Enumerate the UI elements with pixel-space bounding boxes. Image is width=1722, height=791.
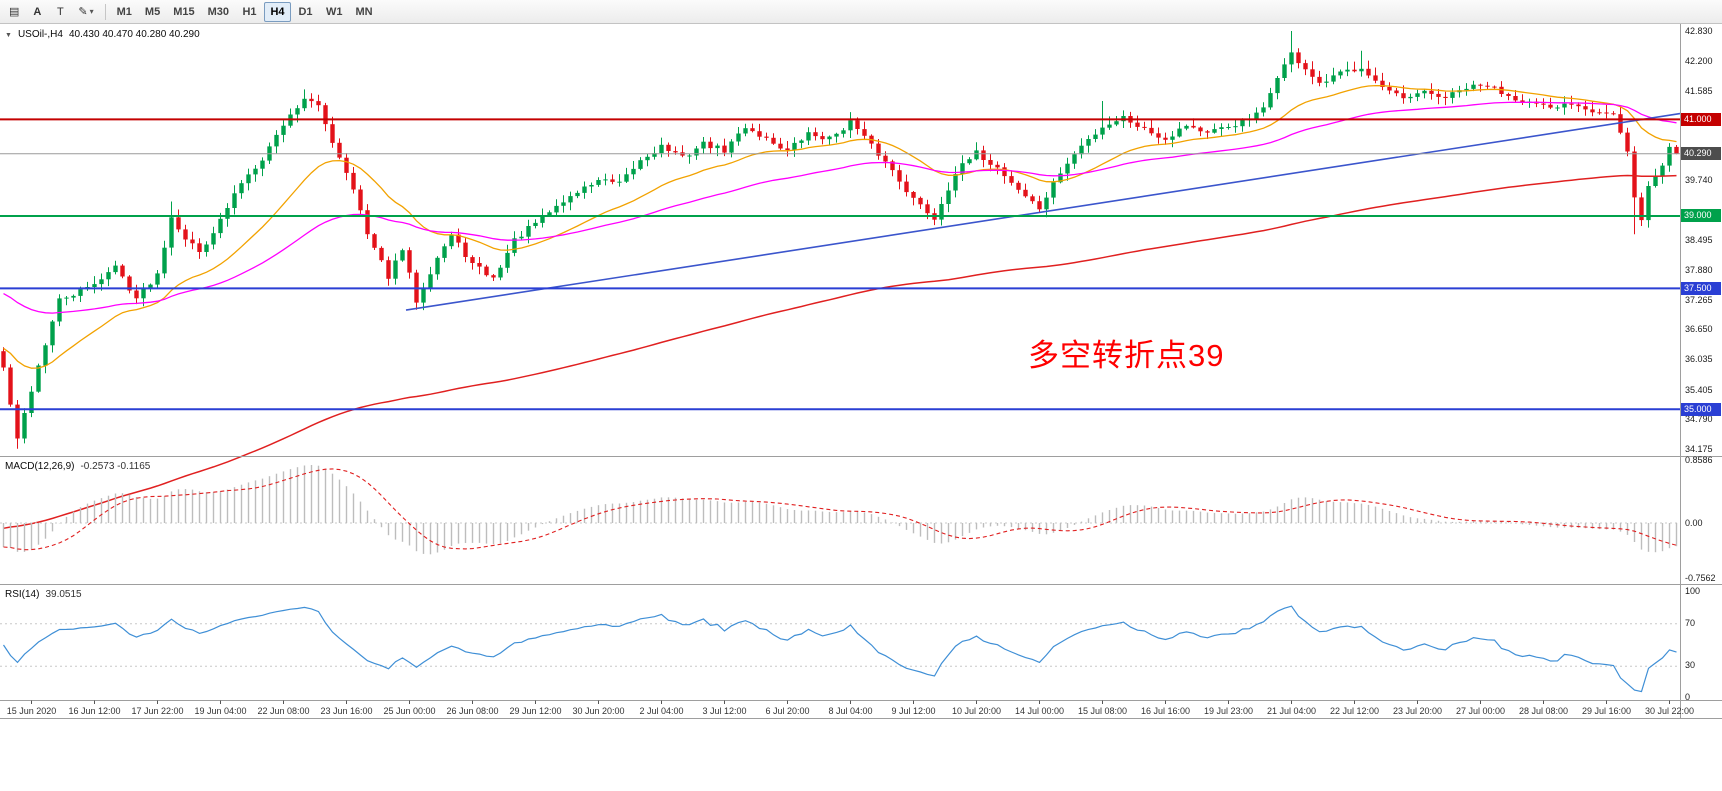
ma-line-fast[interactable] <box>3 84 1677 369</box>
timeframe-button-h1[interactable]: H1 <box>236 2 263 22</box>
text-tool-button[interactable]: T <box>49 2 71 22</box>
palette-button[interactable]: ✎ ▾ <box>72 2 99 22</box>
time-axis-label: 28 Jul 08:00 <box>1518 706 1569 716</box>
timeframe-button-mn[interactable]: MN <box>350 2 379 22</box>
time-axis-label: 22 Jul 12:00 <box>1329 706 1380 716</box>
timeframe-button-m30[interactable]: M30 <box>202 2 235 22</box>
time-axis-label: 6 Jul 20:00 <box>765 706 810 716</box>
time-axis-label: 29 Jun 12:00 <box>509 706 562 716</box>
price-tick-label: 34.790 <box>1685 414 1713 425</box>
time-axis-label: 21 Jul 04:00 <box>1266 706 1317 716</box>
price-tick-label: 42.830 <box>1685 26 1713 36</box>
rsi-scale-label: 70 <box>1685 617 1696 628</box>
time-axis-label: 23 Jun 16:00 <box>320 706 373 716</box>
time-axis-label: 3 Jul 12:00 <box>702 706 747 716</box>
rsi-scale-label: 100 <box>1685 586 1701 596</box>
price-scale[interactable]: 42.830 42.200 41.585 39.740 38.495 37.880 37.2… <box>1680 0 1722 720</box>
timeframe-button-m1[interactable]: M1 <box>111 2 138 22</box>
price-panel-header: ▼ USOil-,H4 40.430 40.470 40.280 40.290 <box>5 29 200 40</box>
time-axis-label: 30 Jul 22:00 <box>1644 706 1695 716</box>
time-axis-label: 26 Jun 08:00 <box>446 706 499 716</box>
macd-histogram <box>2 465 1678 555</box>
timeframe-button-m5[interactable]: M5 <box>139 2 166 22</box>
price-tick-label: 41.585 <box>1685 86 1713 97</box>
chart-toolbar: ▤ A T ✎ ▾ M1 M5 M15 M30 H1 H4 D1 W1 MN <box>0 0 1722 24</box>
price-tick-label: 42.200 <box>1685 56 1713 67</box>
price-level-badge: 40.290 <box>1681 147 1721 161</box>
trendline[interactable] <box>405 112 1681 311</box>
timeframe-button-d1[interactable]: D1 <box>292 2 319 22</box>
price-tick-label: 36.650 <box>1685 324 1713 335</box>
macd-values: -0.2573 -0.1165 <box>80 461 151 472</box>
chart-properties-icon[interactable]: ▤ <box>3 2 25 22</box>
price-tick-label: 35.405 <box>1685 384 1713 395</box>
time-axis-label: 14 Jul 00:00 <box>1014 706 1065 716</box>
macd-title: MACD(12,26,9) <box>5 461 75 472</box>
time-axis-label: 2 Jul 04:00 <box>639 706 684 716</box>
time-axis-label: 15 Jul 08:00 <box>1077 706 1128 716</box>
time-axis[interactable]: 15 Jun 2020 16 Jun 12:00 17 Jun 22:00 19 Ju… <box>0 0 1722 720</box>
time-axis-label: 30 Jun 20:00 <box>572 706 625 716</box>
time-axis-label: 9 Jul 12:00 <box>891 706 936 716</box>
time-axis-label: 16 Jun 12:00 <box>68 706 121 716</box>
toolbar-separator <box>104 3 106 20</box>
price-tick-label: 39.740 <box>1685 175 1713 186</box>
time-axis-label: 27 Jul 00:00 <box>1455 706 1506 716</box>
price-level-badge: 39.000 <box>1681 209 1721 223</box>
ma-line-medium[interactable] <box>3 101 1677 314</box>
price-tick-label: 37.880 <box>1685 265 1713 276</box>
time-axis-label: 16 Jul 16:00 <box>1140 706 1191 716</box>
macd-scale-label: 0.8586 <box>1685 455 1713 466</box>
timeframe-button-w1[interactable]: W1 <box>320 2 349 22</box>
time-axis-label: 25 Jun 00:00 <box>383 706 436 716</box>
rsi-line <box>3 605 1677 693</box>
macd-scale-label: -0.7562 <box>1685 573 1716 584</box>
price-level-badge: 41.000 <box>1681 112 1721 126</box>
rsi-value: 39.0515 <box>45 589 82 600</box>
price-level-badge: 35.000 <box>1681 402 1721 416</box>
price-level-badge: 37.500 <box>1681 281 1721 295</box>
price-tick-label: 38.495 <box>1685 235 1713 246</box>
macd-scale-label: 0.00 <box>1685 518 1703 528</box>
timeframe-button-m15[interactable]: M15 <box>167 2 200 22</box>
time-axis-label: 10 Jul 20:00 <box>951 706 1002 716</box>
time-axis-label: 19 Jun 04:00 <box>194 706 247 716</box>
rsi-title: RSI(14) <box>5 589 40 600</box>
collapse-icon[interactable]: ▼ <box>5 32 12 39</box>
time-axis-label: 17 Jun 22:00 <box>131 706 184 716</box>
time-axis-label: 19 Jul 23:00 <box>1203 706 1254 716</box>
macd-panel-header: MACD(12,26,9) -0.2573 -0.1165 <box>5 461 150 472</box>
arrow-tool-button[interactable]: A <box>26 2 48 22</box>
symbol-title: USOil-,H4 <box>17 29 63 40</box>
rsi-panel-header: RSI(14) 39.0515 <box>5 589 82 600</box>
macd-signal-line <box>3 468 1677 551</box>
time-axis-label: 15 Jun 2020 <box>6 706 57 716</box>
time-axis-label: 23 Jul 20:00 <box>1392 706 1443 716</box>
chart-annotation-text[interactable]: 多空转折点39 <box>1028 338 1225 373</box>
time-axis-label: 22 Jun 08:00 <box>257 706 310 716</box>
rsi-scale-label: 0 <box>1685 692 1691 702</box>
palette-icon: ✎ <box>78 6 88 18</box>
price-tick-label: 34.175 <box>1685 443 1713 454</box>
ma-line-slow[interactable] <box>3 174 1677 530</box>
price-tick-label: 37.265 <box>1685 294 1713 305</box>
timeframe-button-h4[interactable]: H4 <box>264 1 292 22</box>
rsi-scale-label: 30 <box>1685 660 1696 671</box>
price-tick-label: 36.035 <box>1685 354 1713 365</box>
time-axis-label: 29 Jul 16:00 <box>1581 706 1632 716</box>
ohlc-values: 40.430 40.470 40.280 40.290 <box>68 29 200 40</box>
chevron-down-icon: ▾ <box>89 7 94 16</box>
time-axis-label: 8 Jul 04:00 <box>828 706 873 716</box>
